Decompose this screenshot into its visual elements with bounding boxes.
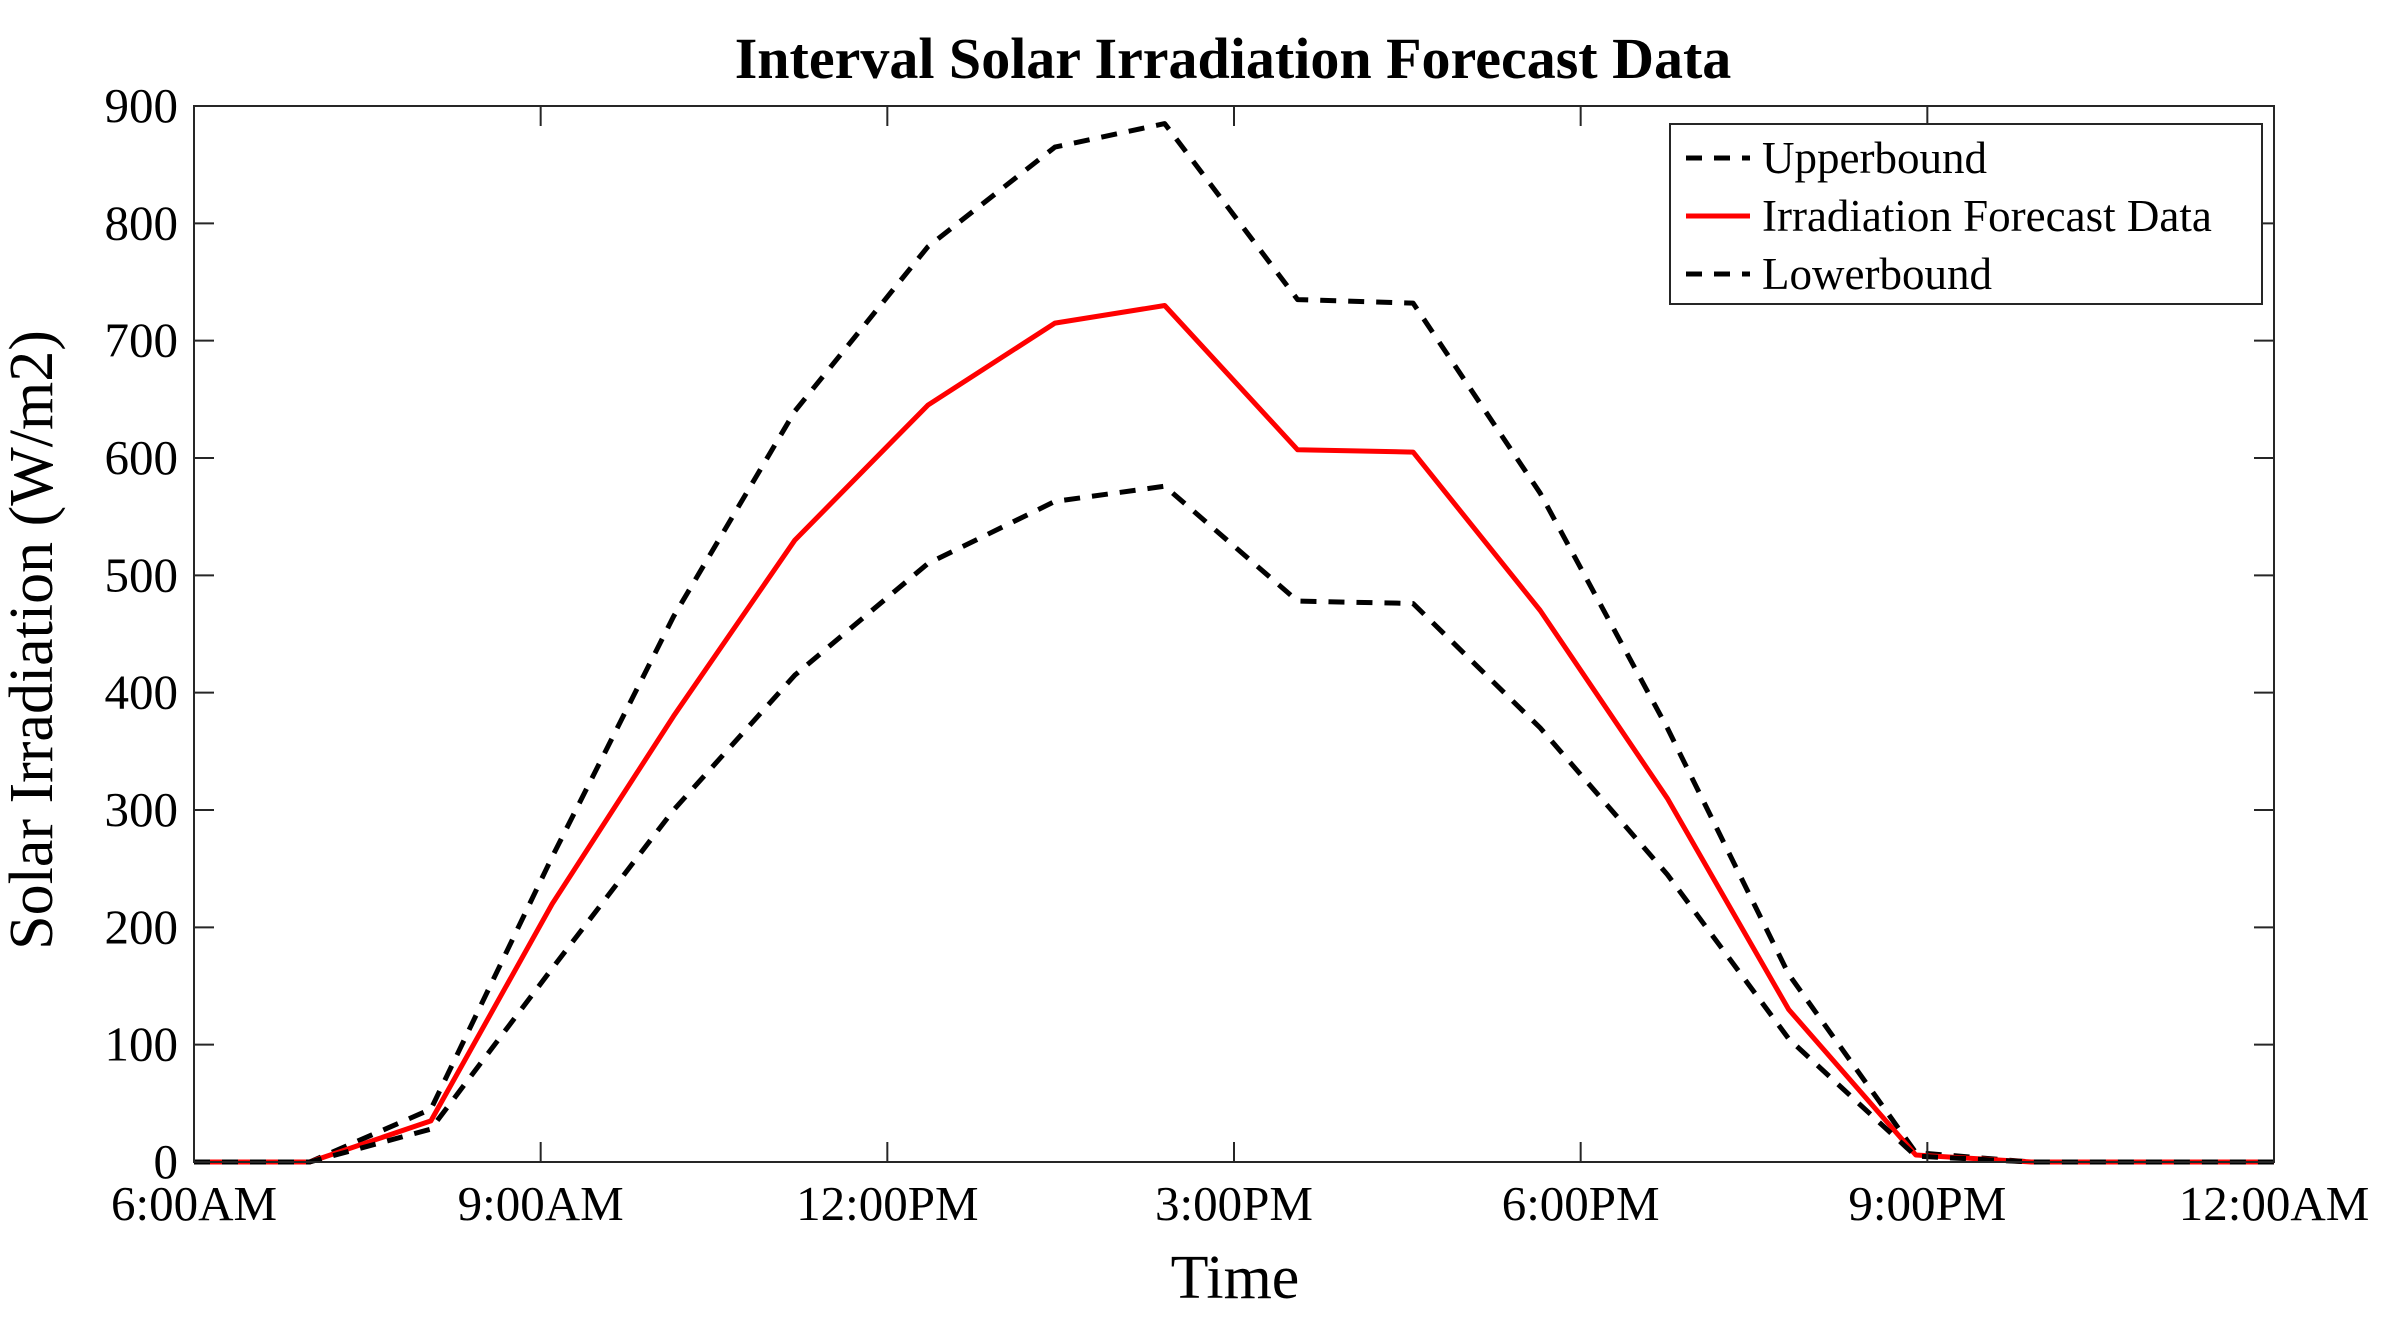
ticks-layer: 0 100 200 300 400 500 600 700 800 900 6:00AM 9:00AM… (105, 78, 2370, 1231)
x-tick-label: 3:00PM (1155, 1176, 1313, 1231)
legend-label: Lowerbound (1762, 249, 1992, 299)
x-tick-label: 6:00AM (111, 1176, 277, 1231)
y-tick-label: 900 (105, 78, 179, 133)
legend-label: Upperbound (1762, 133, 1987, 183)
series-layer (194, 121, 2274, 1165)
x-tick-label: 12:00AM (2179, 1176, 2370, 1231)
y-tick-label: 0 (154, 1134, 179, 1189)
legend-label: Irradiation Forecast Data (1762, 191, 2212, 241)
y-axis-title: Solar Irradiation (W/m2) (0, 330, 66, 950)
y-tick-label: 400 (105, 665, 179, 720)
legend-box (1669, 123, 2263, 305)
y-tick-label: 300 (105, 782, 179, 837)
x-tick-label: 9:00PM (1848, 1176, 2006, 1231)
x-tick-label: 6:00PM (1502, 1176, 1660, 1231)
y-tick-label: 700 (105, 313, 179, 368)
x-axis-title: Time (1171, 1244, 1300, 1312)
y-tick-label: 500 (105, 547, 179, 602)
x-tick-label: 12:00PM (796, 1176, 978, 1231)
series-line-lowerbound (194, 483, 2274, 1165)
chart-title: Interval Solar Irradiation Forecast Data (735, 26, 1732, 91)
y-tick-label: 200 (105, 899, 179, 954)
y-tick-label: 800 (105, 195, 179, 250)
legend: Upperbound Irradiation Forecast Data Lower… (1669, 123, 2263, 305)
y-tick-label: 600 (105, 430, 179, 485)
x-tick-label: 9:00AM (458, 1176, 624, 1231)
y-tick-label: 100 (105, 1017, 179, 1072)
